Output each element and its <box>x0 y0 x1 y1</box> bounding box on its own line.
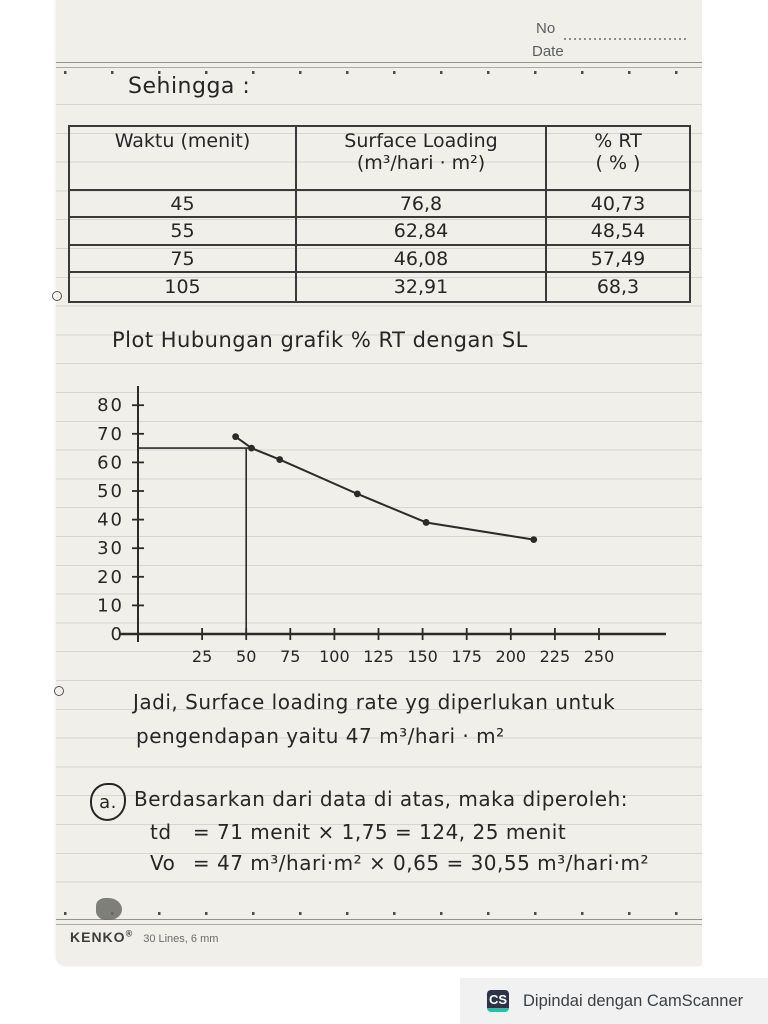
binder-dots-bottom <box>64 912 694 915</box>
svg-text:20: 20 <box>97 567 124 588</box>
svg-text:30: 30 <box>97 538 124 559</box>
ruled-lines <box>56 104 702 910</box>
calc-vo: Vo = 47 m³/hari·m² × 0,65 = 30,55 m³/har… <box>150 851 649 875</box>
table-cell: 55 <box>70 218 297 246</box>
rt-vs-surface-loading-chart: 0 10 20 30 40 50 60 70 80 25 50 75 100 125 150 175 200 22… <box>97 386 666 666</box>
table-cell: 48,54 <box>547 218 689 246</box>
table-cell: 57,49 <box>547 246 689 273</box>
table-cell: 76,8 <box>297 191 547 218</box>
brand-name: KENKO <box>70 928 126 945</box>
data-table: Waktu (menit) Surface Loading (m³/hari ·… <box>68 125 691 303</box>
svg-text:225: 225 <box>540 647 571 666</box>
plot-title: Plot Hubungan grafik % RT dengan SL <box>112 328 528 352</box>
header-sl-line2: (m³/hari · m²) <box>356 152 486 174</box>
svg-text:70: 70 <box>97 424 124 445</box>
table-header-waktu: Waktu (menit) <box>70 127 297 191</box>
svg-text:60: 60 <box>97 452 124 473</box>
table-cell: 75 <box>70 246 297 273</box>
header-rt-line1: % RT <box>594 130 642 152</box>
svg-text:80: 80 <box>97 395 124 416</box>
table-header-surface-loading: Surface Loading (m³/hari · m²) <box>297 127 547 191</box>
date-label: Date <box>532 43 564 60</box>
table-cell: 32,91 <box>297 273 547 301</box>
svg-text:50: 50 <box>236 647 256 666</box>
conclusion-line2: pengendapan yaitu 47 m³/hari · m² <box>136 724 505 748</box>
calc-vo-body: = 47 m³/hari·m² × 0,65 = 30,55 m³/hari·m… <box>192 851 649 875</box>
header-rt-line2: ( % ) <box>595 152 641 174</box>
calc-td-body: = 71 menit × 1,75 = 124, 25 menit <box>192 820 567 844</box>
svg-text:150: 150 <box>407 647 438 666</box>
table-cell: 45 <box>70 191 297 218</box>
brand-reg: ® <box>125 928 134 938</box>
calc-td-lhs: td <box>150 820 172 844</box>
header-sl-line1: Surface Loading <box>344 130 498 152</box>
svg-text:75: 75 <box>280 647 300 666</box>
calc-td: td = 71 menit × 1,75 = 124, 25 menit <box>150 820 566 844</box>
binder-dots-top <box>64 71 694 74</box>
svg-text:10: 10 <box>97 595 124 616</box>
calc-vo-lhs: Vo <box>150 851 176 875</box>
no-label: No <box>536 20 556 37</box>
bottom-margin-line <box>56 919 702 925</box>
table-cell: 40,73 <box>547 191 689 218</box>
brand-spec: 30 Lines, 6 mm <box>143 932 219 945</box>
page-edge-mark <box>54 686 64 696</box>
header-waktu-line1: Waktu (menit) <box>114 130 251 152</box>
table-cell: 105 <box>70 273 297 301</box>
svg-text:200: 200 <box>496 647 527 666</box>
svg-text:25: 25 <box>192 647 212 666</box>
svg-text:175: 175 <box>451 647 482 666</box>
camscanner-text: Dipindai dengan CamScanner <box>523 991 744 1010</box>
camscanner-icon: CS <box>487 990 509 1012</box>
table-cell: 62,84 <box>297 218 547 246</box>
table-header-rt: % RT ( % ) <box>547 127 689 191</box>
table-cell: 68,3 <box>596 276 640 298</box>
page-corner-shadow <box>96 898 122 920</box>
top-margin-line <box>56 62 702 68</box>
svg-text:40: 40 <box>97 510 124 531</box>
camscanner-badge: CS Dipindai dengan CamScanner <box>460 978 768 1024</box>
section-a-intro: Berdasarkan dari data di atas, maka dipe… <box>134 787 628 811</box>
page-edge-mark <box>52 291 62 301</box>
no-dotted-line <box>564 38 688 40</box>
svg-text:125: 125 <box>363 647 394 666</box>
notebook-brand: KENKO® 30 Lines, 6 mm <box>70 928 218 947</box>
bullet-a: a. <box>90 783 126 821</box>
svg-text:0: 0 <box>111 624 124 645</box>
notebook-page <box>56 0 702 966</box>
svg-text:100: 100 <box>319 647 350 666</box>
svg-text:250: 250 <box>584 647 615 666</box>
table-cell: 46,08 <box>297 246 547 273</box>
heading-sehingga: Sehingga : <box>128 74 251 99</box>
conclusion-line1: Jadi, Surface loading rate yg diperlukan… <box>133 690 616 714</box>
svg-text:50: 50 <box>97 481 124 502</box>
